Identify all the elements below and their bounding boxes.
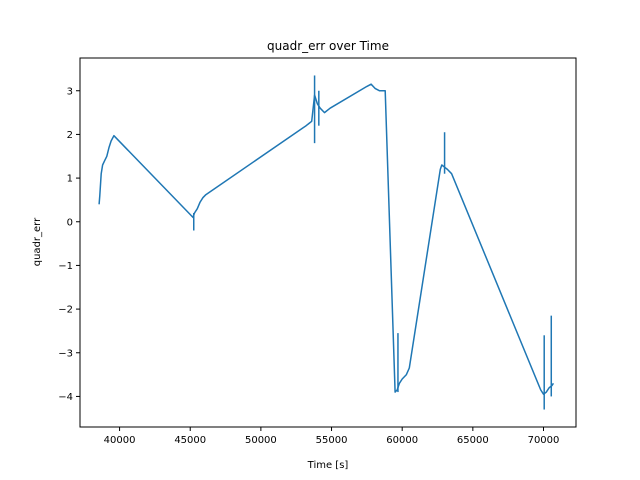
y-tick-label: 3 bbox=[67, 86, 73, 97]
x-tick-label: 65000 bbox=[457, 435, 489, 446]
y-tick-label: 1 bbox=[67, 174, 73, 185]
y-tick-label: 2 bbox=[67, 130, 73, 141]
x-tick-label: 55000 bbox=[316, 435, 348, 446]
x-tick-label: 70000 bbox=[528, 435, 560, 446]
plot-area bbox=[98, 75, 555, 410]
axes-frame bbox=[79, 57, 577, 428]
y-tick-label: −2 bbox=[58, 305, 73, 316]
y-tick-label: −1 bbox=[58, 261, 73, 272]
chart-title: quadr_err over Time bbox=[267, 39, 389, 53]
y-tick-label: −3 bbox=[58, 348, 73, 359]
y-tick-label: 0 bbox=[67, 217, 73, 228]
x-tick-label: 50000 bbox=[245, 435, 277, 446]
y-axis-label: quadr_err bbox=[32, 217, 43, 266]
series-line-0 bbox=[98, 83, 555, 395]
x-tick-label: 45000 bbox=[174, 435, 206, 446]
x-tick-label: 60000 bbox=[386, 435, 418, 446]
y-tick-label: −4 bbox=[58, 392, 73, 403]
x-axis-label: Time [s] bbox=[307, 460, 349, 471]
x-tick-label: 40000 bbox=[104, 435, 136, 446]
y-axis-ticks: 3 2 1 0 −1 −2 −3 −4 bbox=[58, 86, 80, 403]
x-axis-ticks: 40000 45000 50000 55000 60000 65000 70000 bbox=[104, 427, 560, 446]
